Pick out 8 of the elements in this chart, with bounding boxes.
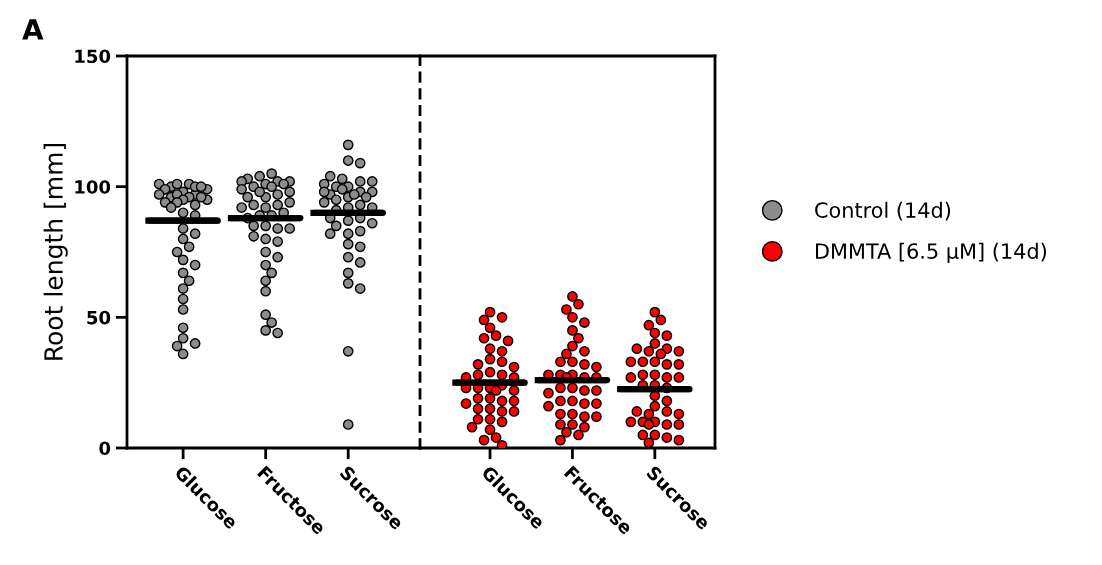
y-tick-label: 0: [99, 441, 111, 456]
text: DMMTA [6.5 µM] (14d): [815, 242, 1046, 263]
y-tick-label: 150: [75, 49, 111, 64]
y-tick-label: 100: [75, 180, 111, 194]
chart-title: A: [22, 19, 44, 40]
y-axis-title: Root length [mm]: [43, 143, 68, 360]
y-tick-label: 50: [87, 310, 111, 325]
legend-label: Control (14d): [815, 201, 951, 221]
